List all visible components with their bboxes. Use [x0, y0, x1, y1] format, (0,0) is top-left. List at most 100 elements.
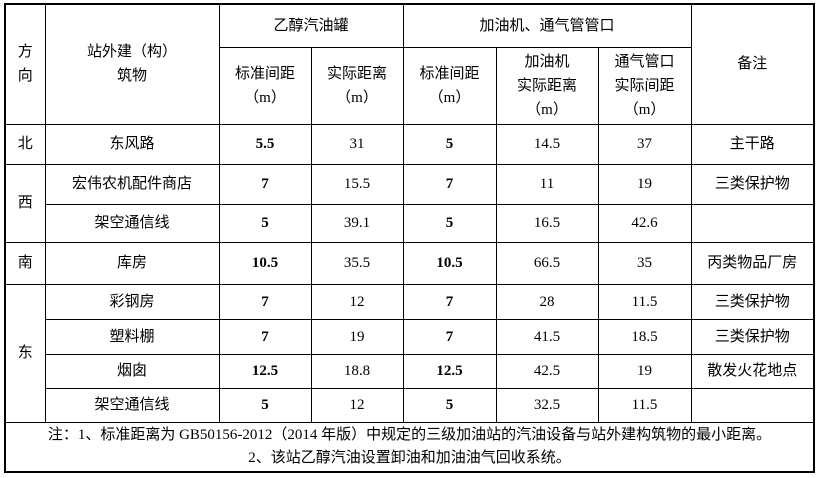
- header-disp-act-line3: （m）: [526, 101, 568, 118]
- building-name-cell: 架空通信线: [44, 387, 220, 423]
- header-disp-act: 加油机 实际距离 （m）: [495, 46, 599, 125]
- header-building: 站外建（构） 筑物: [44, 3, 220, 125]
- remark-cell: [690, 387, 815, 423]
- vent-act-cell: 18.5: [597, 318, 692, 355]
- header-building-line1: 站外建（构）: [86, 44, 177, 61]
- header-disp-act-line1: 加油机: [524, 53, 570, 70]
- disp-act-cell: 41.5: [495, 318, 599, 355]
- tank-act-cell: 12: [310, 283, 404, 320]
- table-notes: 注：1、标准距离为 GB50156-2012（2014 年版）中规定的三级加油站…: [4, 421, 815, 473]
- vent-act-cell: 11.5: [597, 283, 692, 320]
- table-row: 南 库房 10.5 35.5 10.5 66.5 35 丙类物品厂房: [4, 241, 815, 285]
- header-disp-std-line2: （m）: [428, 89, 471, 106]
- notes-row: 注：1、标准距离为 GB50156-2012（2014 年版）中规定的三级加油站…: [4, 421, 815, 473]
- header-row-subcolumns: 标准间距 （m） 实际距离 （m） 标准间距 （m） 加油机 实际距离 （m） …: [5, 46, 814, 125]
- header-direction: 方 向: [4, 3, 46, 125]
- building-name-cell: 东风路: [44, 123, 220, 165]
- header-vent-act: 通气管口 实际间距 （m）: [597, 46, 692, 125]
- tank-std-cell: 10.5: [218, 241, 312, 285]
- header-tank-act-line2: （m）: [336, 89, 378, 106]
- table-row: 东 彩钢房 7 12 7 28 11.5 三类保护物: [4, 283, 815, 423]
- disp-std-cell: 5: [402, 203, 497, 243]
- tank-std-cell: 5.5: [218, 123, 312, 165]
- table-row: 北 东风路 5.5 31 5 14.5 37 主干路: [4, 123, 815, 165]
- header-direction-line1: 方: [17, 44, 33, 61]
- header-vent-act-line3: （m）: [623, 101, 666, 118]
- remark-cell: [690, 203, 815, 243]
- note-line-2: 2、该站乙醇汽油设置卸油和加油油气回收系统。: [248, 449, 571, 466]
- table-row: 塑料棚 7 19 7 41.5 18.5 三类保护物: [5, 318, 815, 355]
- tank-std-cell: 12.5: [218, 353, 312, 389]
- disp-act-cell: 14.5: [495, 123, 599, 165]
- header-tank-std-line1: 标准间距: [234, 65, 295, 82]
- building-name-cell: 烟囱: [44, 353, 220, 389]
- building-name-cell: 宏伟农机配件商店: [44, 163, 220, 205]
- tank-act-cell: 15.5: [310, 163, 404, 205]
- direction-cell-east: 东: [4, 283, 46, 423]
- table-row: 架空通信线 5 12 5 32.5 11.5: [5, 387, 815, 423]
- header-vent-act-line2: 实际间距: [614, 77, 675, 94]
- disp-act-cell: 16.5: [495, 203, 599, 243]
- tank-std-cell: 5: [218, 203, 312, 243]
- building-name-cell: 彩钢房: [44, 283, 220, 320]
- building-name-cell: 库房: [44, 241, 220, 285]
- vent-act-cell: 37: [597, 123, 692, 165]
- direction-cell-west: 西: [4, 163, 46, 243]
- tank-std-cell: 5: [218, 387, 312, 423]
- remark-cell: 三类保护物: [690, 283, 815, 320]
- remark-cell: 三类保护物: [690, 163, 815, 205]
- header-tank-act: 实际距离 （m）: [310, 46, 404, 125]
- header-group-tank: 乙醇汽油罐: [218, 3, 404, 48]
- disp-std-cell: 7: [402, 163, 497, 205]
- disp-act-cell: 42.5: [495, 353, 599, 389]
- header-row-groups: 方 向 站外建（构） 筑物 乙醇汽油罐 加油机、通气管管口 备注: [4, 3, 815, 125]
- disp-std-cell: 5: [402, 387, 497, 423]
- header-tank-std: 标准间距 （m）: [218, 46, 312, 125]
- header-group-dispenser-vent: 加油机、通气管管口: [402, 3, 692, 48]
- direction-cell-south: 南: [4, 241, 46, 285]
- header-disp-std-line1: 标准间距: [419, 65, 480, 82]
- vent-act-cell: 11.5: [597, 387, 692, 423]
- header-building-line2: 筑物: [116, 68, 147, 85]
- remark-cell: 丙类物品厂房: [690, 241, 815, 285]
- safety-distance-table: 方 向 站外建（构） 筑物 乙醇汽油罐 加油机、通气管管口 备注 标准间距 （m…: [4, 3, 816, 473]
- building-name-cell: 塑料棚: [44, 318, 220, 355]
- table-row: 架空通信线 5 39.1 5 16.5 42.6: [5, 203, 815, 243]
- disp-std-cell: 12.5: [402, 353, 497, 389]
- header-direction-line2: 向: [17, 68, 33, 85]
- vent-act-cell: 35: [597, 241, 692, 285]
- tank-std-cell: 7: [218, 283, 312, 320]
- tank-std-cell: 7: [218, 163, 312, 205]
- table-row: 西 宏伟农机配件商店 7 15.5 7 11 19 三类保护物: [4, 163, 815, 243]
- disp-act-cell: 11: [495, 163, 599, 205]
- disp-act-cell: 66.5: [495, 241, 599, 285]
- direction-cell-north: 北: [4, 123, 46, 165]
- disp-std-cell: 7: [402, 283, 497, 320]
- tank-act-cell: 18.8: [310, 353, 404, 389]
- header-disp-act-line2: 实际距离: [517, 77, 578, 94]
- remark-cell: 散发火花地点: [690, 353, 815, 389]
- disp-std-cell: 5: [402, 123, 497, 165]
- vent-act-cell: 42.6: [597, 203, 692, 243]
- header-disp-std: 标准间距 （m）: [402, 46, 497, 125]
- vent-act-cell: 19: [597, 163, 692, 205]
- tank-act-cell: 12: [310, 387, 404, 423]
- tank-act-cell: 35.5: [310, 241, 404, 285]
- tank-act-cell: 39.1: [310, 203, 404, 243]
- tank-act-cell: 19: [310, 318, 404, 355]
- tank-std-cell: 7: [218, 318, 312, 355]
- disp-act-cell: 32.5: [495, 387, 599, 423]
- table-row: 烟囱 12.5 18.8 12.5 42.5 19 散发火花地点: [5, 353, 815, 389]
- disp-std-cell: 7: [402, 318, 497, 355]
- disp-act-cell: 28: [495, 283, 599, 320]
- header-tank-std-line2: （m）: [244, 89, 286, 106]
- note-line-1: 注：1、标准距离为 GB50156-2012（2014 年版）中规定的三级加油站…: [47, 426, 772, 443]
- remark-cell: 三类保护物: [690, 318, 815, 355]
- header-tank-act-line1: 实际距离: [327, 65, 388, 82]
- header-remark: 备注: [690, 3, 815, 125]
- tank-act-cell: 31: [310, 123, 404, 165]
- remark-cell: 主干路: [690, 123, 815, 165]
- header-vent-act-line1: 通气管口: [614, 53, 675, 70]
- vent-act-cell: 19: [597, 353, 692, 389]
